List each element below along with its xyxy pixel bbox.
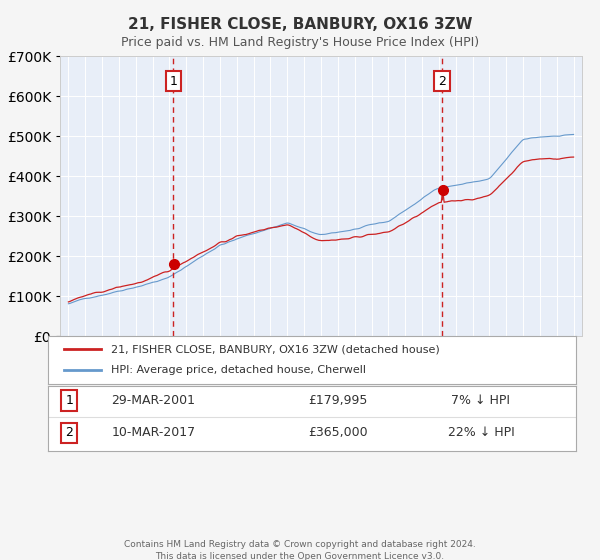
Text: Contains HM Land Registry data © Crown copyright and database right 2024.: Contains HM Land Registry data © Crown c… bbox=[124, 540, 476, 549]
Text: 10-MAR-2017: 10-MAR-2017 bbox=[112, 426, 196, 439]
Text: £179,995: £179,995 bbox=[309, 394, 368, 407]
Text: 7% ↓ HPI: 7% ↓ HPI bbox=[451, 394, 511, 407]
Text: 21, FISHER CLOSE, BANBURY, OX16 3ZW (detached house): 21, FISHER CLOSE, BANBURY, OX16 3ZW (det… bbox=[112, 344, 440, 354]
Text: 1: 1 bbox=[65, 394, 73, 407]
Text: 2: 2 bbox=[438, 74, 446, 88]
Text: Price paid vs. HM Land Registry's House Price Index (HPI): Price paid vs. HM Land Registry's House … bbox=[121, 36, 479, 49]
Text: 22% ↓ HPI: 22% ↓ HPI bbox=[448, 426, 514, 439]
Text: 1: 1 bbox=[170, 74, 178, 88]
Text: £365,000: £365,000 bbox=[308, 426, 368, 439]
Text: 21, FISHER CLOSE, BANBURY, OX16 3ZW: 21, FISHER CLOSE, BANBURY, OX16 3ZW bbox=[128, 17, 472, 32]
Text: HPI: Average price, detached house, Cherwell: HPI: Average price, detached house, Cher… bbox=[112, 365, 367, 375]
Text: 29-MAR-2001: 29-MAR-2001 bbox=[112, 394, 196, 407]
Text: 2: 2 bbox=[65, 426, 73, 439]
Text: This data is licensed under the Open Government Licence v3.0.: This data is licensed under the Open Gov… bbox=[155, 552, 445, 560]
